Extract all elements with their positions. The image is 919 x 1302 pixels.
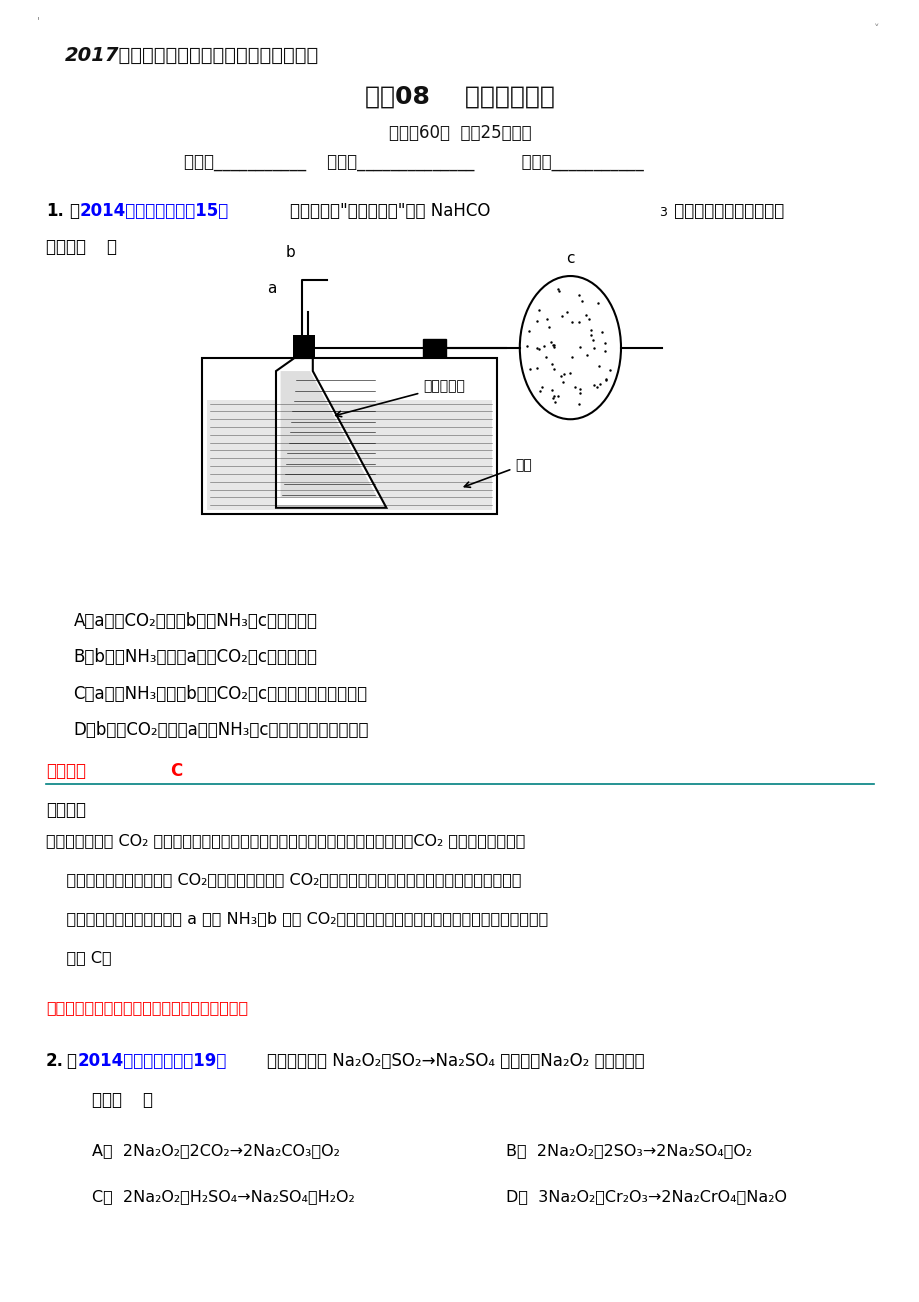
Text: c: c [565,250,574,266]
FancyBboxPatch shape [292,335,314,358]
Text: 3: 3 [658,206,666,219]
FancyBboxPatch shape [423,339,446,357]
Text: 【解析】: 【解析】 [46,801,85,819]
Text: 确的是（    ）: 确的是（ ） [46,238,117,256]
Text: 姓名：___________    班级：______________         得分：___________: 姓名：___________ 班级：______________ 得分：____… [184,154,643,172]
Text: ˬ: ˬ [873,16,879,26]
Text: 饱和食盐水: 饱和食盐水 [335,380,465,417]
Text: D．b通入CO₂，然后a通入NH₃，c中放蘸稀硫酸的脱脂棉: D．b通入CO₂，然后a通入NH₃，c中放蘸稀硫酸的脱脂棉 [74,721,369,740]
Polygon shape [276,358,386,508]
Text: A．a通入CO₂，然后b通入NH₃，c中放碱石灰: A．a通入CO₂，然后b通入NH₃，c中放碱石灰 [74,612,317,630]
Text: 试题分析：由于 CO₂ 在水中的溶解度小，而氨气极易溶于水，且氨气是碱性气体，CO₂ 是酸性气体，因此: 试题分析：由于 CO₂ 在水中的溶解度小，而氨气极易溶于水，且氨气是碱性气体，C… [46,833,525,849]
Text: B．  2Na₂O₂＋2SO₃→2Na₂SO₄＋O₂: B． 2Na₂O₂＋2SO₃→2Na₂SO₄＋O₂ [505,1143,752,1159]
Text: 【答案】: 【答案】 [46,762,85,780]
Text: 【: 【 [69,202,79,220]
Text: A．  2Na₂O₂＋2CO₂→2Na₂CO₃＋O₂: A． 2Na₂O₂＋2CO₂→2Na₂CO₃＋O₂ [92,1143,339,1159]
Text: C．a通入NH₃，然后b通入CO₂，c中放蘸稀硫酸的脱脂棉: C．a通入NH₃，然后b通入CO₂，c中放蘸稀硫酸的脱脂棉 [74,685,368,703]
Text: D．  3Na₂O₂＋Cr₂O₃→2Na₂CrO₄＋Na₂O: D． 3Na₂O₂＋Cr₂O₃→2Na₂CrO₄＋Na₂O [505,1189,786,1204]
Text: 】右图模拟"侯氏制碱法"制取 NaHCO: 】右图模拟"侯氏制碱法"制取 NaHCO [289,202,490,220]
Text: b: b [286,245,295,260]
Text: 的部分装置。下列操作正: 的部分装置。下列操作正 [668,202,783,220]
Circle shape [519,276,620,419]
Text: C: C [170,762,182,780]
Text: 【: 【 [66,1052,76,1070]
Text: C．  2Na₂O₂＋H₂SO₄→Na₂SO₄＋H₂O₂: C． 2Na₂O₂＋H₂SO₄→Na₂SO₄＋H₂O₂ [92,1189,355,1204]
Text: 冷水: 冷水 [464,458,531,487]
Text: 先通入氨气，然后再通入 CO₂，这样有利于吸收 CO₂，易于形成碳酸氢钠晶体。又因为由于氨气极易: 先通入氨气，然后再通入 CO₂，这样有利于吸收 CO₂，易于形成碳酸氢钠晶体。又… [46,872,521,888]
Text: 考点：本题主要是考查碳酸氢钠制备的有关判断: 考点：本题主要是考查碳酸氢钠制备的有关判断 [46,1000,248,1016]
FancyBboxPatch shape [207,400,492,510]
Text: 案选 C。: 案选 C。 [46,950,111,966]
Text: 溶于水需要防止倒吸，因此 a 通入 NH₃，b 通入 CO₂。氨气是碱性气体需要稀硫酸吸收多余的氨气，答: 溶于水需要防止倒吸，因此 a 通入 NH₃，b 通入 CO₂。氨气是碱性气体需要… [46,911,548,927]
Text: 2017年高考备考之【五年高考真题】微测试: 2017年高考备考之【五年高考真题】微测试 [64,46,318,65]
Text: 1.: 1. [46,202,63,220]
Text: a: a [267,280,276,296]
Text: 2014年高考上海卷第19题: 2014年高考上海卷第19题 [77,1052,226,1070]
Text: （满分60分  时间25分钟）: （满分60分 时间25分钟） [388,124,531,142]
Text: 2014年高考上海卷第15题: 2014年高考上海卷第15题 [80,202,229,220]
Text: ': ' [37,16,40,26]
Polygon shape [280,371,377,497]
Text: 2.: 2. [46,1052,64,1070]
Text: B．b通入NH₃，然后a通入CO₂，c中放碱石灰: B．b通入NH₃，然后a通入CO₂，c中放碱石灰 [74,648,317,667]
Text: 】下列反应与 Na₂O₂＋SO₂→Na₂SO₄ 相比较，Na₂O₂ 的作用相同: 】下列反应与 Na₂O₂＋SO₂→Na₂SO₄ 相比较，Na₂O₂ 的作用相同 [267,1052,643,1070]
Text: 专题08    钠及其化合物: 专题08 钠及其化合物 [365,85,554,108]
FancyBboxPatch shape [202,358,496,514]
Text: 的是（    ）: 的是（ ） [92,1091,153,1109]
